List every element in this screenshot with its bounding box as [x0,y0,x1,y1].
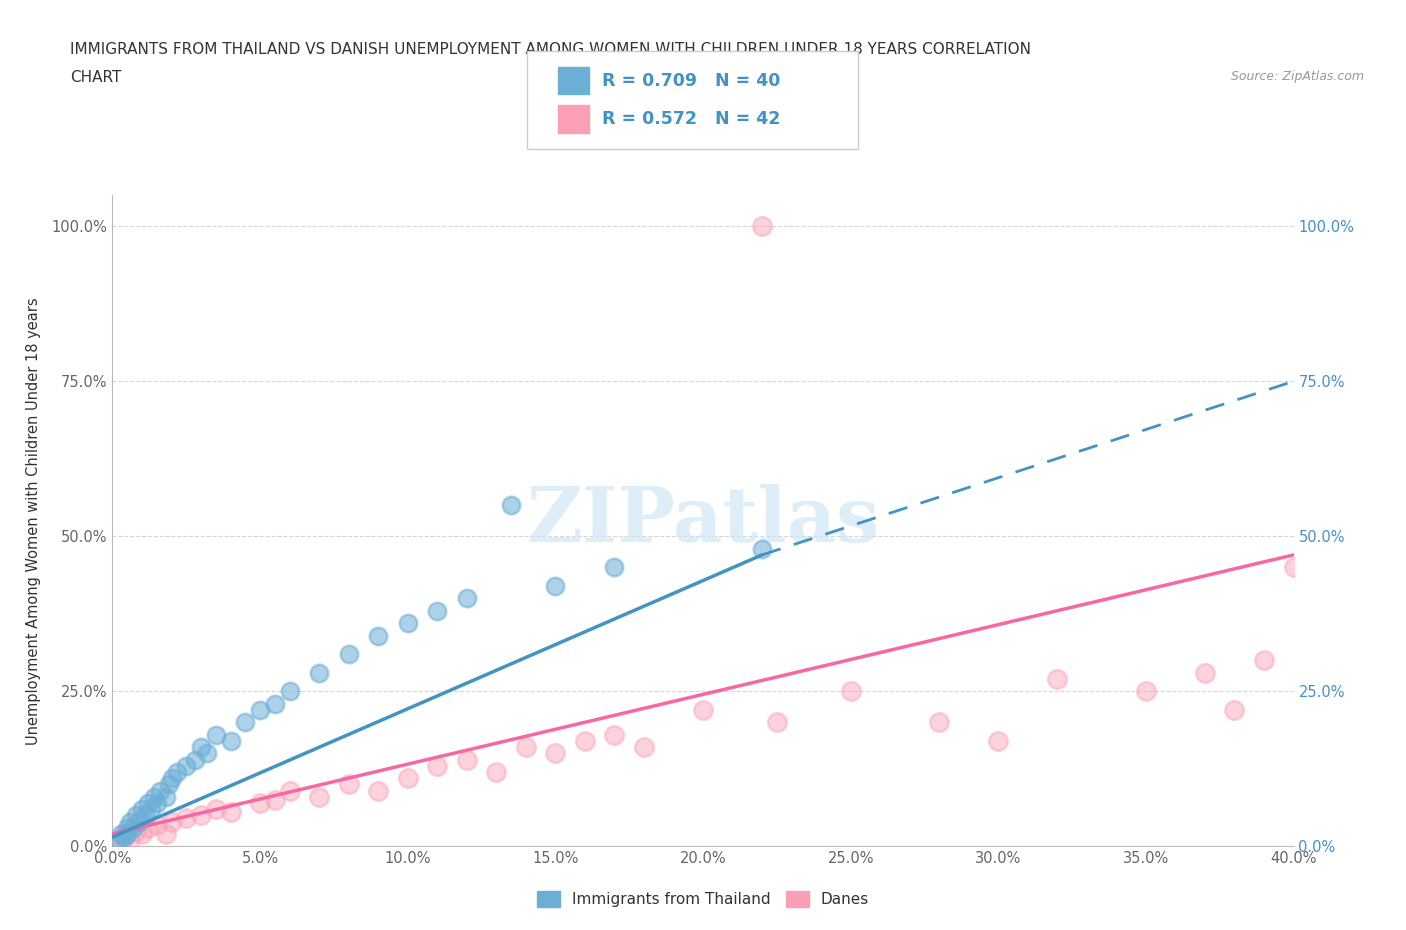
Point [692,702,714,717]
Point [122,820,145,835]
Point [131,827,153,842]
Text: Source: ZipAtlas.com: Source: ZipAtlas.com [1230,70,1364,83]
Point [574,734,596,749]
Point [1253,653,1275,668]
Point [501,498,523,512]
Point [110,827,132,842]
Point [174,758,197,773]
Point [166,764,188,779]
Point [112,830,135,844]
Point [367,628,389,643]
Point [142,790,165,804]
Point [603,727,626,742]
Point [1282,560,1305,575]
Point [117,827,138,842]
Point [456,591,478,605]
Point [136,820,159,835]
Point [155,790,177,804]
Point [337,777,360,791]
Point [134,808,156,823]
Text: ZIPatlas: ZIPatlas [526,484,880,558]
Point [136,795,159,810]
Point [219,734,242,749]
Y-axis label: Unemployment Among Women with Children Under 18 years: Unemployment Among Women with Children U… [25,297,41,745]
Point [264,697,287,711]
Point [125,808,148,823]
Point [160,814,183,829]
Point [157,777,180,791]
Point [233,715,256,730]
Legend: Immigrants from Thailand, Danes: Immigrants from Thailand, Danes [530,885,876,913]
Point [219,804,242,819]
Point [1135,684,1157,698]
Point [278,783,301,798]
Point [544,746,567,761]
Point [515,739,537,754]
Point [205,802,228,817]
Point [160,771,183,786]
Point [603,560,626,575]
Point [139,802,162,817]
Point [751,219,773,233]
Point [308,790,330,804]
Point [1194,665,1216,680]
Point [146,795,169,810]
Point [110,832,132,847]
Point [928,715,950,730]
Point [264,792,287,807]
Point [128,814,150,829]
Point [205,727,228,742]
Point [456,752,478,767]
Text: R = 0.709   N = 40: R = 0.709 N = 40 [602,72,780,89]
Point [1296,578,1319,593]
Point [485,764,508,779]
Point [155,827,177,842]
Point [1046,671,1069,686]
Text: CHART: CHART [70,70,122,85]
Point [633,739,655,754]
Point [1223,702,1246,717]
Point [107,832,129,847]
Point [839,684,862,698]
Point [120,832,142,847]
Point [396,616,419,631]
Point [190,739,212,754]
Point [112,830,135,844]
Point [426,604,449,618]
Point [195,746,218,761]
Point [174,811,197,826]
Point [131,802,153,817]
Point [766,715,789,730]
Point [544,578,567,593]
Point [426,758,449,773]
Point [367,783,389,798]
Point [149,783,172,798]
Point [249,795,271,810]
Point [337,646,360,661]
Point [308,665,330,680]
Point [120,814,142,829]
Text: IMMIGRANTS FROM THAILAND VS DANISH UNEMPLOYMENT AMONG WOMEN WITH CHILDREN UNDER : IMMIGRANTS FROM THAILAND VS DANISH UNEMP… [70,42,1031,57]
Point [117,820,138,835]
Point [146,817,169,832]
Point [117,827,138,842]
Point [125,823,148,838]
Point [190,808,212,823]
Point [396,771,419,786]
Text: R = 0.572   N = 42: R = 0.572 N = 42 [602,111,780,128]
Point [278,684,301,698]
Point [249,702,271,717]
Point [987,734,1010,749]
Point [184,752,207,767]
Point [751,541,773,556]
